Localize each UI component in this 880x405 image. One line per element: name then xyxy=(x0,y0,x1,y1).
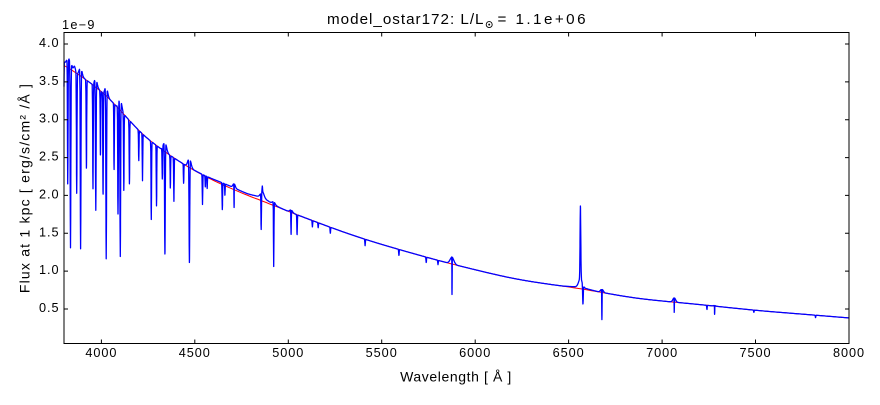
svg-text:4500: 4500 xyxy=(179,346,211,360)
svg-text:= 1.1e+06: = 1.1e+06 xyxy=(498,11,588,28)
svg-text:Flux at 1 kpc [ erg/s/cm² /Å ]: Flux at 1 kpc [ erg/s/cm² /Å ] xyxy=(17,83,33,293)
svg-text:2.0: 2.0 xyxy=(39,187,60,201)
svg-text:4.0: 4.0 xyxy=(39,36,60,50)
svg-text:7500: 7500 xyxy=(739,346,771,360)
svg-text:7000: 7000 xyxy=(646,346,678,360)
svg-text:5000: 5000 xyxy=(272,346,304,360)
svg-text:3.5: 3.5 xyxy=(39,74,60,88)
svg-text:5500: 5500 xyxy=(366,346,398,360)
svg-text:1e−9: 1e−9 xyxy=(62,18,96,32)
svg-text:6500: 6500 xyxy=(553,346,585,360)
svg-text:2.5: 2.5 xyxy=(39,150,60,164)
svg-text:8000: 8000 xyxy=(833,346,865,360)
svg-text:1.0: 1.0 xyxy=(39,263,60,277)
svg-text:0.5: 0.5 xyxy=(39,301,60,315)
svg-text:3.0: 3.0 xyxy=(39,112,60,126)
svg-text:6000: 6000 xyxy=(459,346,491,360)
svg-text:1.5: 1.5 xyxy=(39,225,60,239)
svg-text:Wavelength [ Å ]: Wavelength [ Å ] xyxy=(400,368,512,384)
svg-text:model_ostar172: L/L: model_ostar172: L/L xyxy=(327,11,484,28)
svg-text:4000: 4000 xyxy=(85,346,117,360)
